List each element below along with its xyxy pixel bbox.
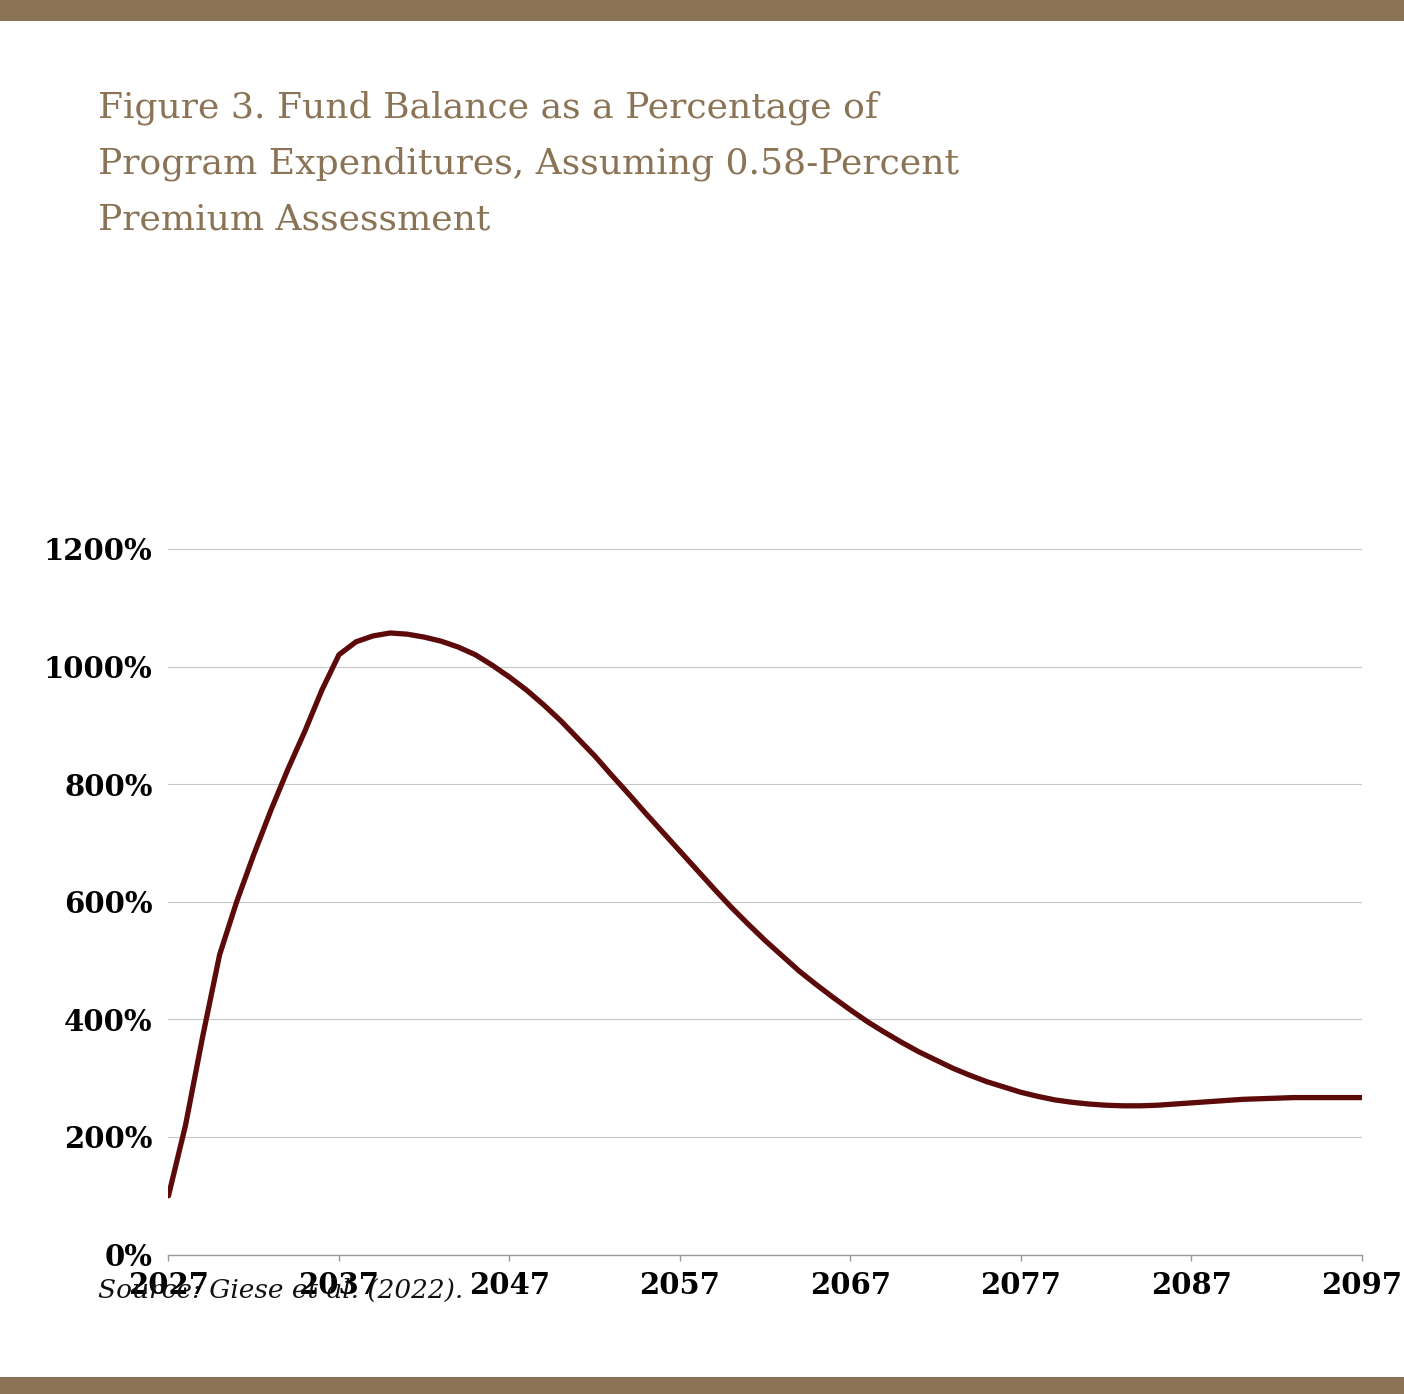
Text: Premium Assessment: Premium Assessment <box>98 202 490 236</box>
Text: Program Expenditures, Assuming 0.58-Percent: Program Expenditures, Assuming 0.58-Perc… <box>98 146 959 181</box>
Text: Figure 3. Fund Balance as a Percentage of: Figure 3. Fund Balance as a Percentage o… <box>98 91 879 125</box>
Text: Source: Giese et al. (2022).: Source: Giese et al. (2022). <box>98 1278 463 1303</box>
